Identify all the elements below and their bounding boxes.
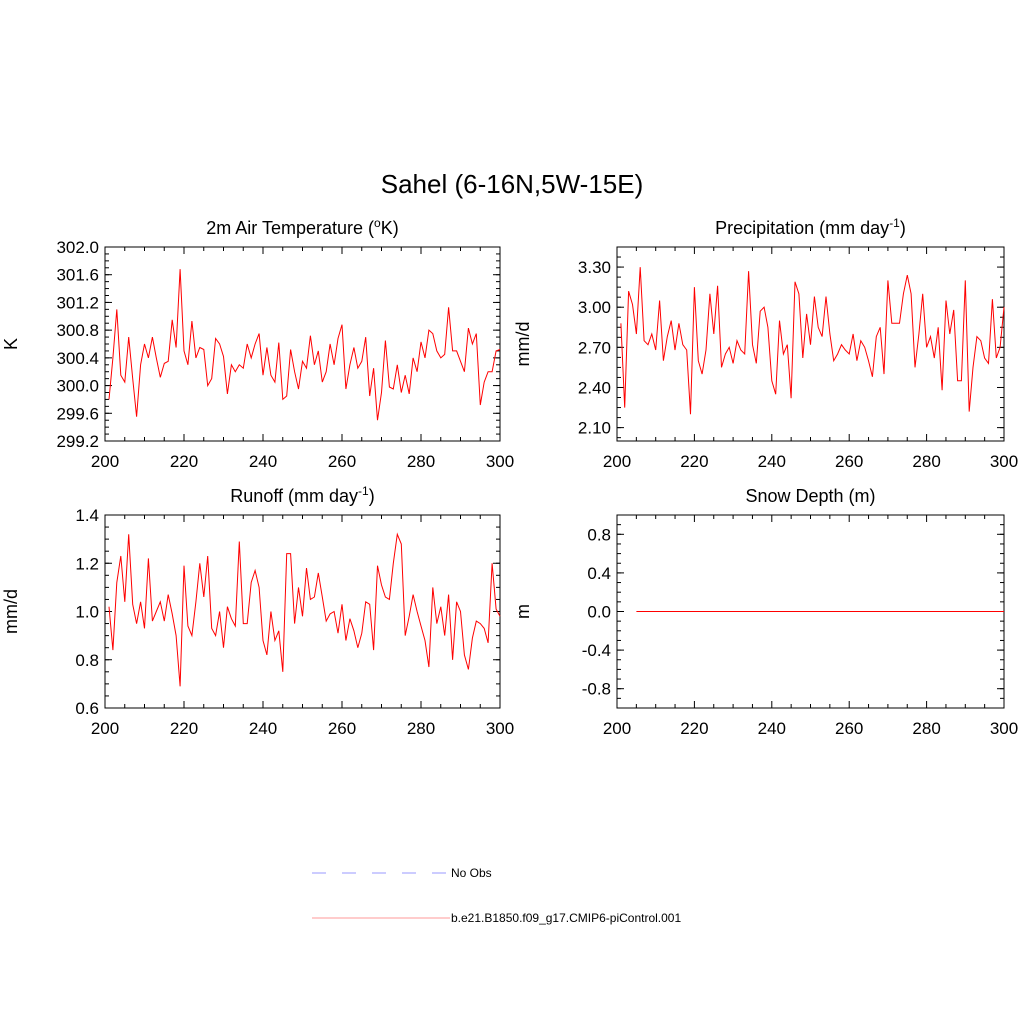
y-tick-label: 0.4	[587, 564, 611, 583]
x-tick-label: 260	[835, 719, 863, 738]
x-tick-label: 300	[486, 452, 514, 471]
panels: 2m Air Temperature (oK) K 200 220 240 260 280 3…	[1, 216, 1018, 738]
y-tick-label: 302.0	[56, 238, 99, 257]
panel-title: Runoff (mm day-1)	[230, 484, 374, 506]
y-tick-label: 301.2	[56, 293, 99, 312]
x-tick-label: 200	[603, 452, 631, 471]
y-axis-label: mm/d	[513, 322, 533, 367]
x-tick-label: 280	[407, 719, 435, 738]
y-tick-label: 300.4	[56, 349, 99, 368]
x-tick-label: 280	[912, 452, 940, 471]
y-tick-label: 300.0	[56, 377, 99, 396]
x-tick-label: 200	[91, 452, 119, 471]
y-axis-label: m	[513, 604, 533, 619]
y-tick-label: 1.0	[75, 603, 99, 622]
x-tick-label: 220	[680, 719, 708, 738]
panel-3: Runoff (mm day-1) mm/d 200 220 240 260 280 300 0…	[1, 484, 514, 738]
x-tick-label: 240	[758, 719, 786, 738]
y-tick-label: 299.2	[56, 432, 99, 451]
x-tick-label: 240	[758, 452, 786, 471]
y-tick-label: 0.8	[75, 651, 99, 670]
y-tick-label: 2.10	[578, 419, 611, 438]
y-tick-label: 0.8	[587, 525, 611, 544]
x-tick-label: 200	[91, 719, 119, 738]
plot-frame	[104, 246, 501, 442]
y-tick-label: 1.4	[75, 506, 99, 525]
panel-title: Precipitation (mm day-1)	[715, 216, 906, 238]
y-axis-label: K	[1, 338, 21, 350]
x-tick-label: 220	[680, 452, 708, 471]
legend-model-label: b.e21.B1850.f09_g17.CMIP6-piControl.001	[451, 911, 681, 925]
panel-4: Snow Depth (m) m 200 220 240 260 280 300 -0.8 -0.…	[513, 486, 1018, 738]
y-tick-label: 1.2	[75, 554, 99, 573]
y-tick-label: 299.6	[56, 404, 99, 423]
x-tick-label: 280	[912, 719, 940, 738]
x-tick-label: 220	[170, 452, 198, 471]
y-tick-label: 0.0	[587, 603, 611, 622]
figure-title: Sahel (6-16N,5W-15E)	[381, 169, 644, 199]
x-tick-label: 240	[249, 452, 277, 471]
panel-title: 2m Air Temperature (oK)	[206, 216, 398, 238]
x-tick-label: 260	[835, 452, 863, 471]
legend-obs-label: No Obs	[451, 866, 492, 880]
x-tick-label: 260	[328, 719, 356, 738]
y-tick-label: 301.6	[56, 266, 99, 285]
panel-2: Precipitation (mm day-1) mm/d 200 220 240 260…	[513, 216, 1018, 471]
x-tick-label: 300	[990, 719, 1018, 738]
series-line	[620, 267, 1005, 415]
y-tick-label: 0.6	[75, 699, 99, 718]
series-line	[108, 269, 501, 421]
x-tick-label: 200	[603, 719, 631, 738]
y-tick-label: 300.8	[56, 321, 99, 340]
y-axis-label: mm/d	[1, 589, 21, 634]
y-tick-label: 2.70	[578, 338, 611, 357]
x-tick-label: 260	[328, 452, 356, 471]
y-tick-label: -0.8	[582, 680, 611, 699]
legend: No Obs b.e21.B1850.f09_g17.CMIP6-piContr…	[312, 866, 681, 925]
y-tick-label: 2.40	[578, 378, 611, 397]
x-tick-label: 300	[990, 452, 1018, 471]
series-line	[108, 532, 501, 687]
y-tick-label: -0.4	[582, 641, 611, 660]
x-tick-label: 240	[249, 719, 277, 738]
panel-title: Snow Depth (m)	[745, 486, 875, 506]
panel-1: 2m Air Temperature (oK) K 200 220 240 260 280 3…	[1, 216, 514, 471]
x-tick-label: 280	[407, 452, 435, 471]
x-tick-label: 220	[170, 719, 198, 738]
x-tick-label: 300	[486, 719, 514, 738]
y-tick-label: 3.00	[578, 298, 611, 317]
y-tick-label: 3.30	[578, 258, 611, 277]
